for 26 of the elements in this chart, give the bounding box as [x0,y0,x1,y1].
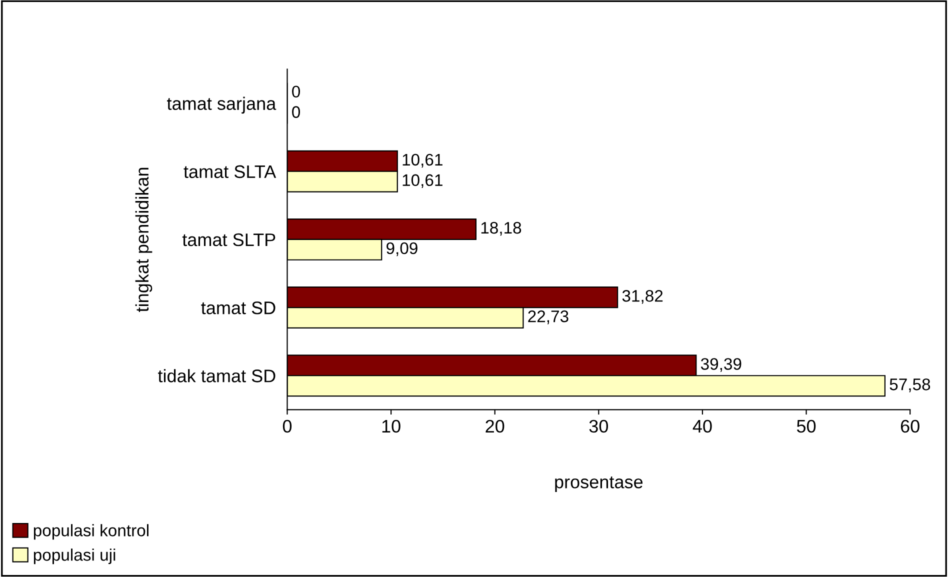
y-tick-label: tamat SLTP [182,233,276,246]
x-tick-label: 40 [692,420,712,433]
data-label: 0 [292,106,300,118]
data-label: 10,61 [402,154,442,168]
x-tick-label: 0 [282,420,292,433]
x-tick-label: 20 [486,420,504,433]
y-axis-title: tingkat pendidikan [135,168,152,312]
data-label: 0 [292,86,300,98]
y-tick-label: tamat SD [201,301,276,314]
x-tick-label: 30 [589,420,608,433]
data-label: 57,58 [890,378,930,392]
legend-label: populasi uji [34,548,116,564]
x-tick-label: 60 [900,420,920,433]
x-tick-label: 50 [796,420,816,433]
data-label: 10,61 [402,174,442,188]
data-label: 9,09 [386,242,418,256]
data-label: 31,82 [622,290,663,304]
data-label: 22,73 [528,310,568,324]
x-axis-title: prosentase [555,476,643,492]
data-label: 39,39 [700,358,742,372]
y-tick-label: tidak tamat SD [158,369,276,382]
y-tick-label: tamat SLTA [184,165,276,178]
legend-label: populasi kontrol [34,524,148,540]
data-label: 18,18 [481,222,522,236]
y-tick-label: tamat sarjana [167,96,276,114]
x-tick-label: 10 [382,420,400,433]
